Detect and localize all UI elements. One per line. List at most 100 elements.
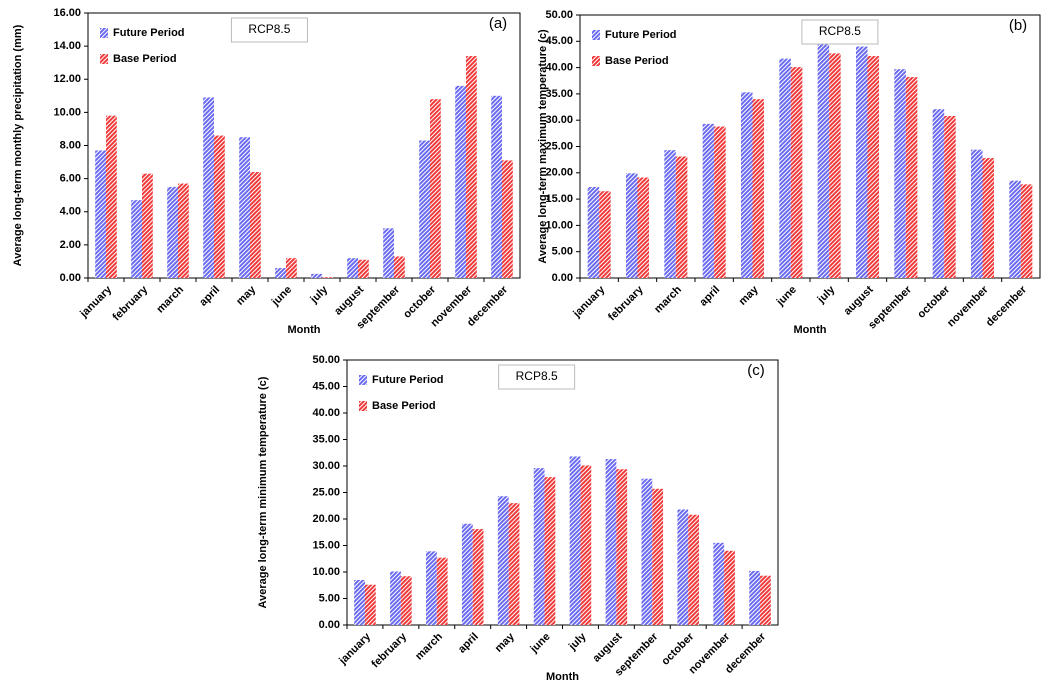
bar [250,172,261,278]
bar [677,509,689,625]
x-tick-label: april [697,284,722,309]
x-tick-label: june [269,284,294,309]
bar [760,575,771,625]
bar [497,496,509,625]
bar [131,200,142,278]
y-tick-label: 25.00 [545,140,573,152]
y-tick-label: 25.00 [312,486,340,498]
y-tick-label: 10.00 [312,566,340,578]
bar [383,228,394,278]
bar [741,92,753,279]
bar [430,99,441,278]
bar [347,258,358,278]
x-tick-label: august [842,283,876,317]
bar [358,259,369,278]
x-tick-label: july [566,630,589,653]
bar [419,140,430,278]
bar [95,150,106,278]
y-tick-label: 30.00 [312,460,340,472]
x-tick-label: may [234,283,259,308]
legend-label: Base Period [372,400,436,412]
y-tick-label: 10.00 [53,106,81,118]
bar [466,56,477,278]
bar [856,46,868,279]
bar [322,277,333,278]
bar [599,191,611,278]
annotation-box [801,19,879,45]
legend-label: Future Period [113,27,185,39]
bar [829,53,841,279]
x-tick-label: december [984,283,1030,329]
y-tick-label: 50.00 [545,9,573,21]
y-tick-label: 20.00 [545,167,573,179]
bar [641,478,653,625]
y-tick-label: 50.00 [312,354,340,366]
bar [867,56,879,278]
y-tick-label: 35.00 [545,88,573,100]
y-tick-label: 40.00 [545,62,573,74]
bar [587,187,600,278]
y-tick-label: 0.00 [60,272,81,284]
y-tick-label: 2.00 [60,239,81,251]
bar [508,503,520,625]
bar [106,115,117,278]
x-tick-label: june [528,631,553,656]
y-tick-label: 12.00 [53,73,81,85]
annotation: RCP8.5 [516,369,558,383]
y-tick-label: 5.00 [552,246,573,258]
y-tick-label: 15.00 [312,539,340,551]
bar [724,550,735,625]
bar [364,584,376,625]
x-tick-label: may [737,283,762,308]
y-tick-label: 5.00 [319,592,340,604]
bar [203,97,214,278]
bar [239,137,250,278]
bar [275,268,286,278]
bar [167,186,178,278]
annotation-box [230,17,308,43]
y-tick-label: 4.00 [60,206,81,218]
y-tick-label: 45.00 [312,380,340,392]
x-tick-label: april [197,284,222,309]
bar [178,183,189,278]
x-tick-label: february [606,283,646,323]
legend-swatch [100,28,108,38]
bar [626,173,638,278]
bar [664,150,676,278]
bar [436,557,448,625]
bar [752,99,764,278]
x-tick-label: january [570,283,607,320]
y-tick-label: 0.00 [319,619,340,631]
bar [605,459,617,625]
x-axis-label: Month [288,324,321,336]
bar [1020,184,1033,278]
bar [472,529,484,625]
bar [932,109,945,279]
x-tick-label: january [77,283,114,320]
x-tick-label: july [815,283,838,306]
bar [311,273,322,278]
x-tick-label: march [154,284,186,316]
x-tick-label: march [413,631,445,663]
bar [580,465,592,625]
annotation: RCP8.5 [248,22,290,36]
annotation: RCP8.5 [819,24,861,38]
y-tick-label: 45.00 [545,35,573,47]
x-tick-label: may [493,630,518,655]
bar [944,115,956,278]
bar [544,477,556,625]
bar [688,514,699,625]
x-tick-label: november [945,283,991,329]
y-tick-label: 14.00 [53,40,81,52]
legend-label: Future Period [372,374,444,386]
bar [286,258,297,278]
bar [616,469,628,625]
x-tick-label: april [456,631,481,656]
bar [569,456,581,625]
bar [400,576,412,625]
x-tick-label: february [369,630,409,670]
legend-swatch [592,30,600,40]
y-tick-label: 30.00 [545,114,573,126]
bar [533,468,545,625]
